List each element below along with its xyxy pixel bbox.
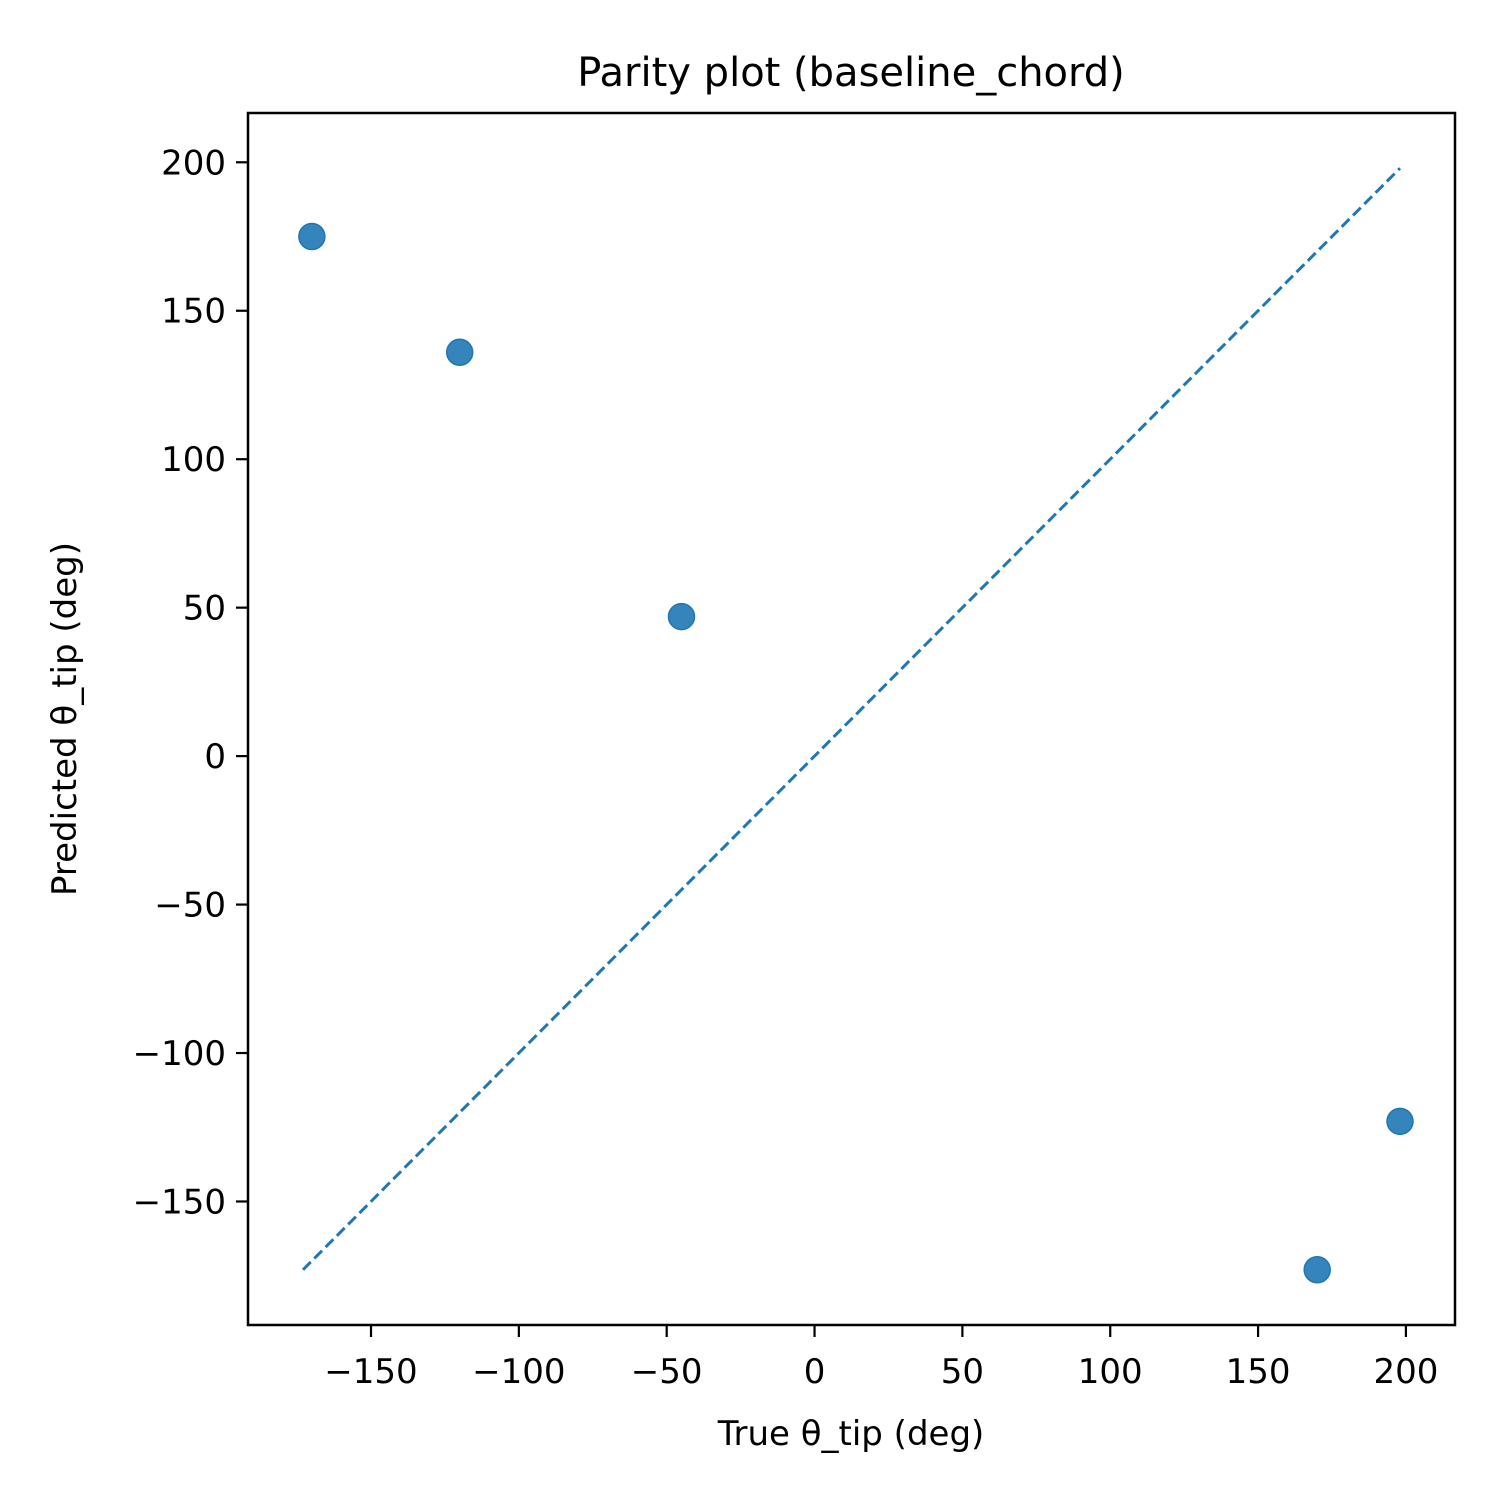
x-tick-label: 200 (1373, 1352, 1438, 1392)
data-point (298, 222, 326, 251)
x-tick-label: −50 (631, 1352, 703, 1392)
y-tick-label: 50 (183, 589, 226, 629)
y-axis-label: Predicted θ_tip (deg) (45, 542, 85, 896)
parity-reference-line (301, 167, 1402, 1271)
data-point (667, 602, 696, 631)
x-tick-label: 50 (941, 1352, 984, 1392)
x-tick-label: −150 (324, 1352, 417, 1392)
x-tick-label: 0 (804, 1352, 826, 1392)
y-tick-label: −100 (133, 1034, 226, 1074)
y-tick-label: 200 (161, 143, 226, 183)
chart-title: Parity plot (baseline_chord) (577, 50, 1125, 96)
data-point (1386, 1107, 1414, 1136)
y-tick-label: −150 (133, 1182, 226, 1222)
data-point (445, 338, 474, 367)
x-tick-label: 100 (1078, 1352, 1143, 1392)
y-tick-label: 0 (204, 737, 226, 777)
y-tick-label: 150 (161, 292, 226, 332)
x-tick-label: 150 (1226, 1352, 1291, 1392)
y-tick-label: 100 (161, 440, 226, 480)
data-point (1303, 1256, 1331, 1284)
x-axis-label: True θ_tip (deg) (717, 1414, 985, 1454)
x-tick-label: −100 (472, 1352, 565, 1392)
plot-frame (246, 111, 1457, 1327)
y-tick-label: −50 (154, 886, 226, 926)
